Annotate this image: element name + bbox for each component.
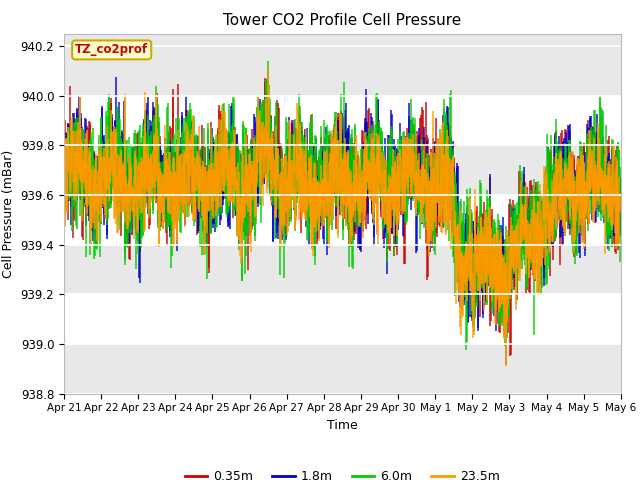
Text: TZ_co2prof: TZ_co2prof	[75, 43, 148, 56]
Bar	[64, 96, 621, 145]
Bar	[64, 46, 621, 96]
Bar	[64, 145, 621, 195]
Legend: 0.35m, 1.8m, 6.0m, 23.5m: 0.35m, 1.8m, 6.0m, 23.5m	[180, 465, 505, 480]
Bar	[64, 245, 621, 294]
Title: Tower CO2 Profile Cell Pressure: Tower CO2 Profile Cell Pressure	[223, 13, 461, 28]
Y-axis label: Cell Pressure (mBar): Cell Pressure (mBar)	[2, 149, 15, 278]
Bar	[64, 294, 621, 344]
Bar	[64, 344, 621, 394]
X-axis label: Time: Time	[327, 419, 358, 432]
Bar	[64, 195, 621, 245]
